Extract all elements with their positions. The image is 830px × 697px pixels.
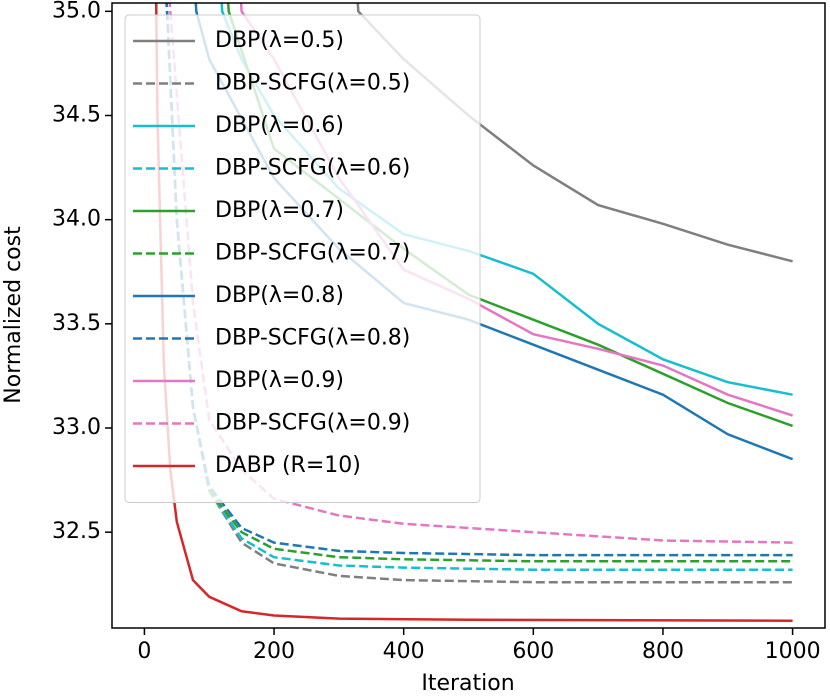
legend-label: DBP-SCFG(λ=0.8) (215, 326, 410, 351)
legend-label: DBP-SCFG(λ=0.7) (215, 241, 410, 266)
y-tick-label: 35.0 (52, 0, 101, 23)
x-tick-label: 800 (642, 639, 684, 664)
x-tick-label: 600 (512, 639, 554, 664)
y-tick-label: 33.5 (52, 311, 101, 336)
series-line (165, 3, 793, 563)
legend-label: DBP-SCFG(λ=0.6) (215, 156, 410, 181)
x-tick-label: 400 (383, 639, 425, 664)
y-tick-label: 34.5 (52, 103, 101, 128)
y-tick-label: 33.0 (52, 415, 101, 440)
x-tick-label: 1000 (765, 639, 821, 664)
plot-frame (111, 2, 826, 629)
y-axis-label: Normalized cost (1, 226, 26, 404)
legend-label: DBP-SCFG(λ=0.9) (215, 411, 410, 436)
x-axis-label: Iteration (421, 671, 514, 696)
legend-label: DBP(λ=0.7) (215, 198, 344, 223)
y-tick-label: 34.0 (52, 207, 101, 232)
legend-label: DBP(λ=0.9) (215, 368, 344, 393)
legend-label: DBP(λ=0.8) (215, 283, 344, 308)
series-line (165, 3, 793, 571)
legend-label: DABP (R=10) (215, 453, 361, 478)
legend-label: DBP(λ=0.5) (215, 28, 344, 53)
legend-label: DBP(λ=0.6) (215, 113, 344, 138)
y-tick-label: 32.5 (52, 519, 101, 544)
legend-box (124, 14, 481, 503)
legend-label: DBP-SCFG(λ=0.5) (215, 71, 410, 96)
x-tick-label: 0 (137, 639, 151, 664)
x-tick-label: 200 (253, 639, 295, 664)
series-line (165, 3, 793, 584)
